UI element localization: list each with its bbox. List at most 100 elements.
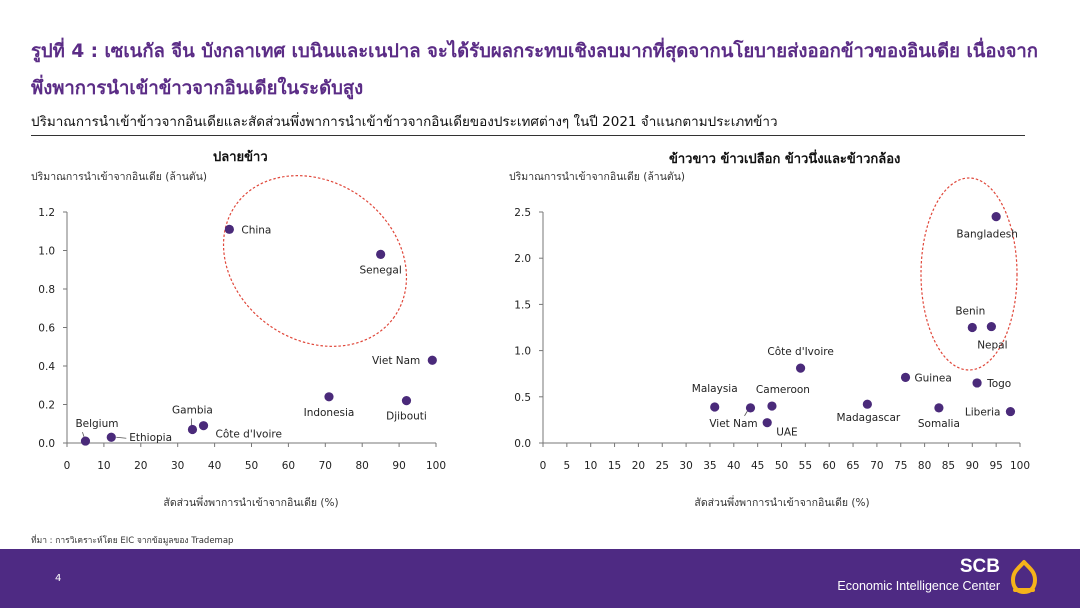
chart1-label-c-te-d-ivoire: Côte d'Ivoire	[216, 429, 282, 441]
chart2-point-benin	[967, 322, 977, 333]
scb-logo-icon	[1011, 560, 1037, 594]
chart1-x-tick-label: 70	[319, 460, 332, 472]
chart1-x-tick-label: 20	[134, 460, 147, 472]
chart1-y-tick-label: 0.8	[38, 284, 55, 296]
chart1-label-belgium: Belgium	[75, 418, 118, 430]
chart2-label-malaysia: Malaysia	[692, 383, 738, 395]
brand-subtitle: Economic Intelligence Center	[837, 579, 1000, 593]
scatter-charts: 0.0 0.2 0.4 0.6 0.8 1.0 1.2 0 10 20 30 40 50 60 70 80 90…	[31, 170, 1030, 509]
chart1-y-tick-label: 1.2	[38, 207, 55, 219]
chart2-point-viet-nam	[745, 403, 756, 413]
page-number: 4	[55, 573, 62, 584]
chart2-y-tick-label: 2.5	[514, 207, 531, 219]
chart2-x-tick-label: 80	[918, 460, 931, 472]
chart1-point-china	[224, 224, 234, 234]
chart1-label-ethiopia: Ethiopia	[129, 432, 172, 444]
chart1-point-viet-nam	[427, 355, 437, 365]
chart1-y-axis-title: ปริมาณการนำเข้าจากอินเดีย (ล้านตัน)	[31, 170, 207, 183]
chart2-label-uae: UAE	[776, 427, 798, 439]
chart2-x-tick-label: 25	[656, 460, 669, 472]
chart1-x-tick-label: 100	[426, 460, 446, 472]
chart2-label-togo: Togo	[986, 378, 1011, 390]
chart2-x-tick-label: 85	[942, 460, 955, 472]
chart2-x-tick-label: 5	[564, 460, 571, 472]
chart1-label-senegal: Senegal	[360, 264, 402, 276]
chart2-label-benin: Benin	[955, 306, 985, 318]
chart1-label-gambia: Gambia	[172, 405, 213, 417]
chart2-x-tick-label: 100	[1010, 460, 1030, 472]
source-note: ที่มา : การวิเคราะห์โดย EIC จากข้อมูลของ…	[31, 536, 234, 546]
chart1-y-tick-label: 0.0	[38, 438, 55, 450]
chart2-x-tick-label: 40	[727, 460, 740, 472]
chart2-label-somalia: Somalia	[918, 418, 960, 430]
chart2-point-bangladesh	[991, 212, 1001, 222]
chart2-leader-viet-nam	[744, 410, 748, 417]
chart2-x-axis-title: สัดส่วนพึ่งพาการนำเข้าจากอินเดีย (%)	[694, 495, 869, 509]
chart1-point-belgium	[80, 436, 91, 446]
chart2-point-guinea	[900, 372, 911, 382]
chart2-x-tick-label: 60	[823, 460, 836, 472]
chart2-x-tick-label: 0	[540, 460, 547, 472]
chart2-label-cameroon: Cameroon	[756, 384, 810, 396]
chart1-y-tick-label: 0.4	[38, 361, 55, 373]
chart2-x-tick-label: 45	[751, 460, 764, 472]
chart1-x-tick-label: 50	[245, 460, 258, 472]
chart1-x-tick-label: 60	[282, 460, 295, 472]
chart2-label-nepal: Nepal	[977, 340, 1007, 352]
brand-block: SCB Economic Intelligence Center	[837, 556, 1000, 594]
chart1-point-ethiopia	[106, 432, 116, 442]
chart2-x-tick-label: 15	[608, 460, 621, 472]
chart2-label-guinea: Guinea	[915, 372, 952, 384]
chart1-point-indonesia	[324, 392, 334, 402]
chart1-x-axis-title: สัดส่วนพึ่งพาการนำเข้าจากอินเดีย (%)	[163, 495, 338, 509]
chart2-x-tick-label: 35	[703, 460, 716, 472]
chart1-x-tick-label: 40	[208, 460, 221, 472]
brand-name: SCB	[959, 556, 1000, 577]
chart1-leader-ethiopia	[116, 436, 127, 439]
divider	[31, 135, 1025, 136]
chart2-x-tick-label: 20	[632, 460, 645, 472]
chart2-x-tick-label: 10	[584, 460, 597, 472]
chart2-point-togo	[972, 378, 982, 388]
chart2-x-tick-label: 70	[870, 460, 883, 472]
chart2-label-viet-nam: Viet Nam	[709, 418, 757, 430]
chart2-y-axis-title: ปริมาณการนำเข้าจากอินเดีย (ล้านตัน)	[509, 170, 685, 183]
chart2-x-tick-label: 50	[775, 460, 788, 472]
chart1-label-china: China	[241, 224, 271, 236]
figure-subtitle: ปริมาณการนำเข้าข้าวจากอินเดียและสัดส่วนพ…	[31, 114, 778, 130]
chart2-y-tick-label: 1.5	[514, 299, 531, 311]
chart1-y-tick-label: 0.2	[38, 400, 55, 412]
chart1-label-djibouti: Djibouti	[386, 411, 427, 423]
chart2-x-tick-label: 90	[966, 460, 979, 472]
chart2-point-nepal	[986, 321, 996, 332]
chart2-y-tick-label: 0.5	[514, 392, 531, 404]
chart2-point-c-te-d-ivoire	[795, 363, 806, 373]
chart2-x-tick-label: 65	[846, 460, 859, 472]
chart2-point-liberia	[1005, 406, 1016, 417]
chart2-point-somalia	[934, 403, 944, 413]
chart1-x-tick-label: 10	[97, 460, 110, 472]
chart1-highlight-ellipse	[222, 175, 408, 347]
chart1-y-tick-label: 1.0	[38, 246, 55, 258]
chart2-label-c-te-d-ivoire: Côte d'Ivoire	[767, 346, 833, 358]
page-title: รูปที่ 4 : เซเนกัล จีน บังกลาเทศ เบนินแล…	[31, 41, 1039, 99]
chart1-label-indonesia: Indonesia	[304, 407, 355, 419]
chart2-x-tick-label: 30	[679, 460, 692, 472]
chart2-y-tick-label: 2.0	[514, 253, 531, 265]
chart2-point-uae	[762, 418, 772, 428]
chart1-x-tick-label: 90	[392, 460, 405, 472]
chart1-x-tick-label: 80	[356, 460, 369, 472]
chart2-y-tick-label: 1.0	[514, 346, 531, 358]
footer-bar: 4 SCB Economic Intelligence Center	[0, 549, 1080, 608]
chart1-point-senegal	[376, 249, 386, 259]
chart2-point-madagascar	[862, 399, 872, 409]
chart2-point-cameroon	[767, 401, 777, 411]
chart1-point-gambia	[187, 424, 198, 435]
chart2-label-madagascar: Madagascar	[837, 412, 901, 424]
chart1-x-tick-label: 30	[171, 460, 184, 472]
chart2-y-tick-label: 0.0	[514, 438, 531, 450]
chart1-y-tick-label: 0.6	[38, 323, 55, 335]
chart2-title: ข้าวขาว ข้าวเปลือก ข้าวนึ่งและข้าวกล้อง	[669, 152, 901, 167]
chart2-highlight-ellipse	[920, 177, 1018, 371]
chart1-point-c-te-d-ivoire	[198, 421, 209, 431]
